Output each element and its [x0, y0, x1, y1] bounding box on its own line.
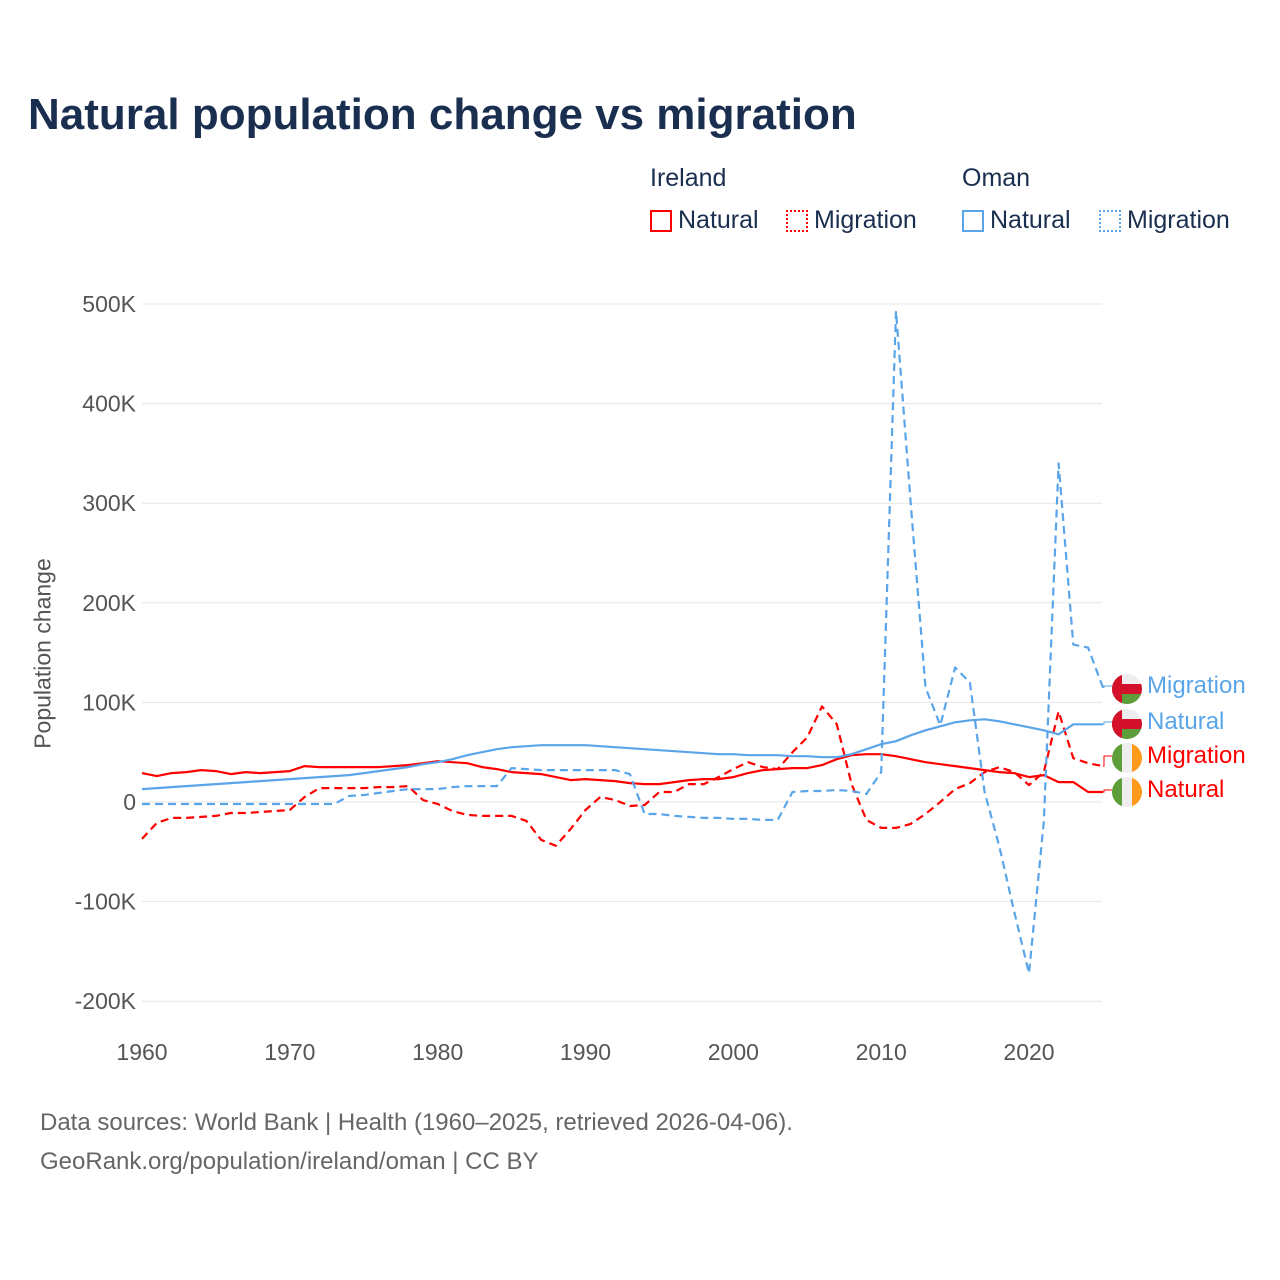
- footer-credit: GeoRank.org/population/ireland/oman | CC…: [40, 1148, 539, 1175]
- label-connector: [1102, 789, 1112, 793]
- end-label-oman-natural: Natural: [1147, 708, 1225, 735]
- dotted-swatch-icon: [786, 209, 808, 232]
- x-tick-label: 1990: [560, 1039, 611, 1065]
- series-line-ireland-natural: [141, 753, 1103, 794]
- ireland-flag-icon: [1112, 743, 1142, 773]
- end-label-ireland-natural: Natural: [1147, 776, 1225, 803]
- series-line-ireland-migration: [141, 705, 1104, 847]
- legend-label: Migration: [814, 206, 917, 234]
- x-tick-label: 2010: [856, 1039, 907, 1065]
- ireland-flag-icon: [1112, 777, 1142, 807]
- y-tick-label: 200K: [82, 590, 136, 616]
- legend-label: Migration: [1127, 206, 1230, 234]
- dotted-swatch-icon: [1099, 209, 1121, 232]
- footer-sources: Data sources: World Bank | Health (1960–…: [40, 1109, 793, 1136]
- x-tick-label: 2020: [1003, 1039, 1054, 1065]
- y-tick-label: 500K: [82, 291, 136, 317]
- end-label-oman-migration: Migration: [1147, 672, 1246, 699]
- y-tick-label: 0: [123, 789, 136, 815]
- legend-group-ireland: Ireland: [650, 164, 727, 192]
- chart-title: Natural population change vs migration: [28, 90, 857, 139]
- solid-swatch-icon: [962, 209, 984, 232]
- x-tick-label: 1970: [264, 1039, 315, 1065]
- x-tick-label: 1980: [412, 1039, 463, 1065]
- legend-ireland-migration[interactable]: Migration: [786, 206, 917, 235]
- y-tick-label: -100K: [75, 889, 137, 915]
- legend-group-oman: Oman: [962, 164, 1031, 192]
- legend-ireland-natural[interactable]: Natural: [650, 206, 759, 235]
- y-tick-label: 400K: [82, 391, 136, 417]
- x-tick-label: 1960: [116, 1039, 167, 1065]
- solid-swatch-icon: [650, 209, 672, 232]
- series-line-oman-migration: [142, 309, 1104, 975]
- x-tick-label: 2000: [708, 1039, 759, 1065]
- y-tick-label: 100K: [82, 689, 136, 715]
- legend-label: Natural: [678, 206, 759, 234]
- y-tick-label: -200K: [75, 988, 137, 1014]
- oman-flag-icon: [1112, 674, 1142, 704]
- y-tick-label: 300K: [82, 490, 136, 516]
- end-label-ireland-migration: Migration: [1147, 742, 1246, 769]
- oman-flag-icon: [1112, 709, 1142, 739]
- legend-oman-natural[interactable]: Natural: [962, 206, 1071, 235]
- label-connector: [1102, 685, 1112, 688]
- label-connector: [1102, 755, 1112, 767]
- series-line-oman-natural: [141, 718, 1103, 791]
- legend-label: Natural: [990, 206, 1071, 234]
- label-connector: [1102, 721, 1112, 725]
- legend-oman-migration[interactable]: Migration: [1099, 206, 1230, 235]
